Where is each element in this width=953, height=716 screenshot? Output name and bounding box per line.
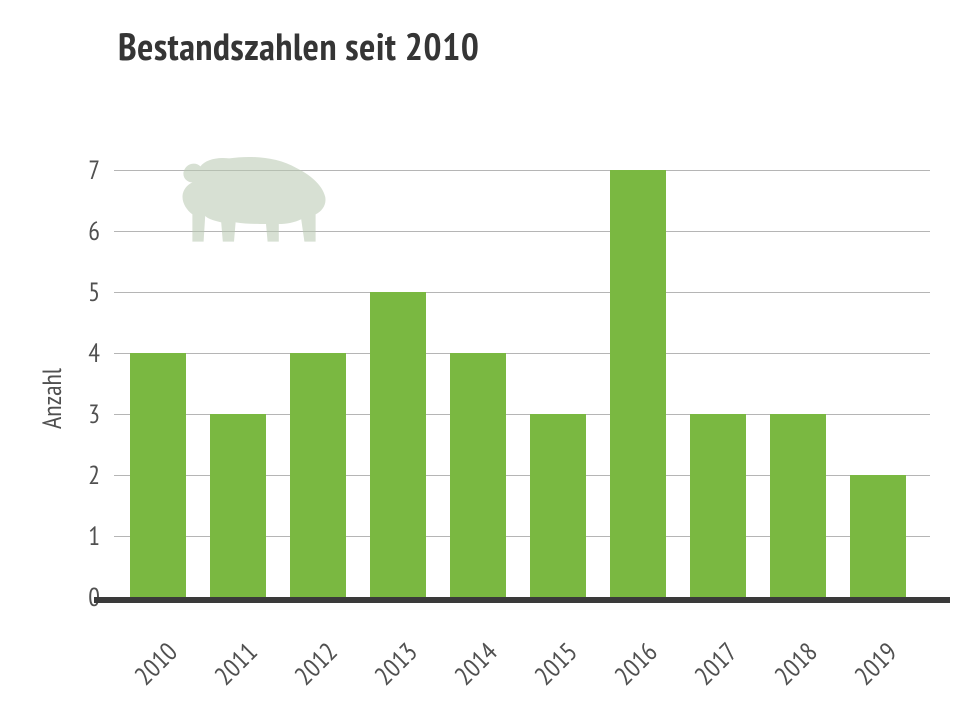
bar: [850, 475, 906, 597]
x-tick-label: 2018: [768, 636, 824, 692]
bar: [210, 414, 266, 597]
gridline: [114, 292, 930, 293]
y-tick-label: 2: [70, 459, 100, 492]
y-tick-label: 5: [70, 276, 100, 309]
bar: [530, 414, 586, 597]
x-tick-label: 2015: [528, 636, 584, 692]
bar: [130, 353, 186, 597]
x-tick-label: 2011: [208, 636, 264, 692]
y-tick-label: 6: [70, 215, 100, 248]
bar: [610, 170, 666, 597]
x-tick-label: 2010: [128, 636, 184, 692]
bar: [690, 414, 746, 597]
y-tick-label: 4: [70, 337, 100, 370]
y-tick-label: 1: [70, 520, 100, 553]
bar: [450, 353, 506, 597]
bar: [370, 292, 426, 597]
bar: [770, 414, 826, 597]
x-tick-label: 2012: [288, 636, 344, 692]
y-tick-label: 7: [70, 154, 100, 187]
bar: [290, 353, 346, 597]
gridline: [114, 353, 930, 354]
chart-title: Bestandszahlen seit 2010: [118, 22, 479, 71]
x-tick-label: 2019: [848, 636, 904, 692]
x-tick-label: 2017: [688, 636, 744, 692]
x-tick-label: 2016: [608, 636, 664, 692]
x-tick-label: 2014: [448, 636, 504, 692]
bear-icon: [170, 150, 330, 250]
x-tick-label: 2013: [368, 636, 424, 692]
y-tick-label: 3: [70, 398, 100, 431]
y-axis-label: Anzahl: [36, 368, 69, 429]
x-axis-baseline: [94, 597, 950, 603]
